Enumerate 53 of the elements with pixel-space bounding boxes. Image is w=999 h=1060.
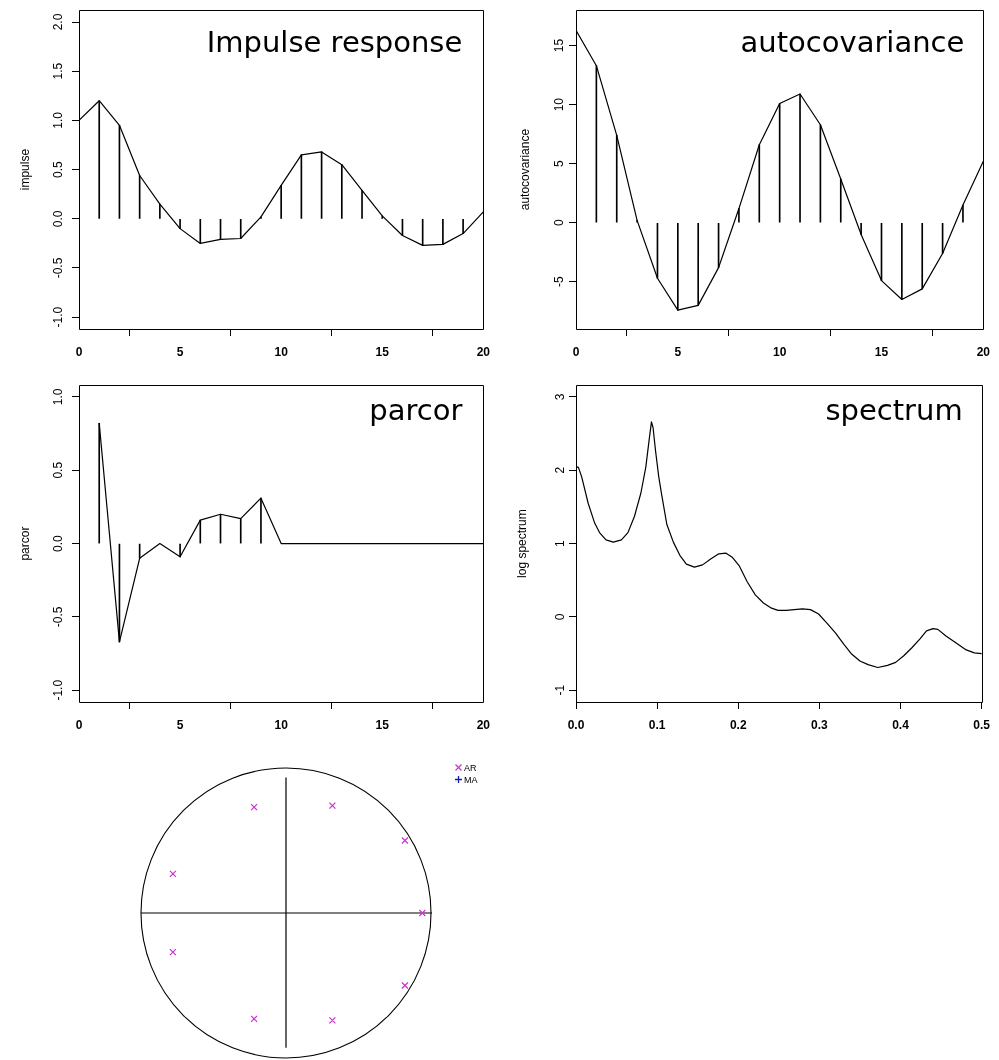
y-tick-label: 5 [551, 160, 566, 168]
x-tick-label: 15 [375, 717, 390, 732]
y-tick-label: -1 [552, 684, 567, 696]
x-tick-label: 20 [976, 344, 991, 359]
x-tick-label: 0.2 [729, 717, 747, 732]
x-tick-label: 0.1 [648, 717, 666, 732]
chart-title: parcor [369, 393, 463, 428]
y-tick-label: 0 [551, 219, 566, 227]
x-tick-label: 10 [274, 717, 289, 732]
x-tick-label: 0.5 [973, 717, 991, 732]
y-tick-label: -1.0 [50, 306, 65, 328]
x-tick-label: 0 [75, 717, 83, 732]
text: AR [464, 763, 477, 773]
y-tick-label: 0.5 [50, 160, 65, 178]
y-tick-label: 0 [552, 613, 567, 621]
y-axis-title: impulse [17, 148, 32, 191]
x-tick-label: 0.3 [811, 717, 829, 732]
y-tick-label: -5 [551, 276, 566, 288]
text: MA [464, 775, 478, 785]
y-tick-label: 0.0 [50, 534, 65, 552]
x-tick-label: 5 [176, 717, 184, 732]
text: autocovariance [740, 25, 965, 60]
x-tick-label: 5 [176, 344, 184, 359]
y-tick-label: 0.5 [50, 461, 65, 479]
y-axis-title: parcor [17, 526, 32, 561]
x-tick-label: 5 [674, 344, 682, 359]
x-tick-label: 0 [75, 344, 83, 359]
y-tick-label: -1.0 [50, 679, 65, 701]
y-tick-label: 2 [552, 466, 567, 474]
text: Impulse response [206, 25, 463, 60]
y-tick-label: 0.0 [50, 210, 65, 228]
x-tick-label: 20 [476, 717, 491, 732]
y-tick-label: 10 [551, 97, 566, 112]
y-tick-label: 1.0 [50, 388, 65, 406]
x-tick-label: 0 [572, 344, 580, 359]
x-tick-label: 20 [476, 344, 491, 359]
x-tick-label: 0.4 [892, 717, 910, 732]
y-tick-label: -0.5 [50, 257, 65, 279]
y-tick-label: 1.0 [50, 111, 65, 129]
y-tick-label: -0.5 [50, 606, 65, 628]
y-tick-label: 1 [552, 539, 567, 547]
y-tick-label: 3 [552, 393, 567, 401]
x-tick-label: 15 [375, 344, 390, 359]
y-tick-label: 2.0 [50, 13, 65, 31]
y-tick-label: 15 [551, 38, 566, 53]
x-tick-label: 0.0 [567, 717, 585, 732]
y-axis-title: autocovariance [517, 128, 532, 211]
x-tick-label: 15 [874, 344, 889, 359]
x-tick-label: 10 [772, 344, 787, 359]
y-tick-label: 1.5 [50, 62, 65, 80]
x-tick-label: 10 [274, 344, 289, 359]
chart-title: spectrum [825, 393, 963, 428]
y-axis-title: log spectrum [514, 509, 529, 578]
